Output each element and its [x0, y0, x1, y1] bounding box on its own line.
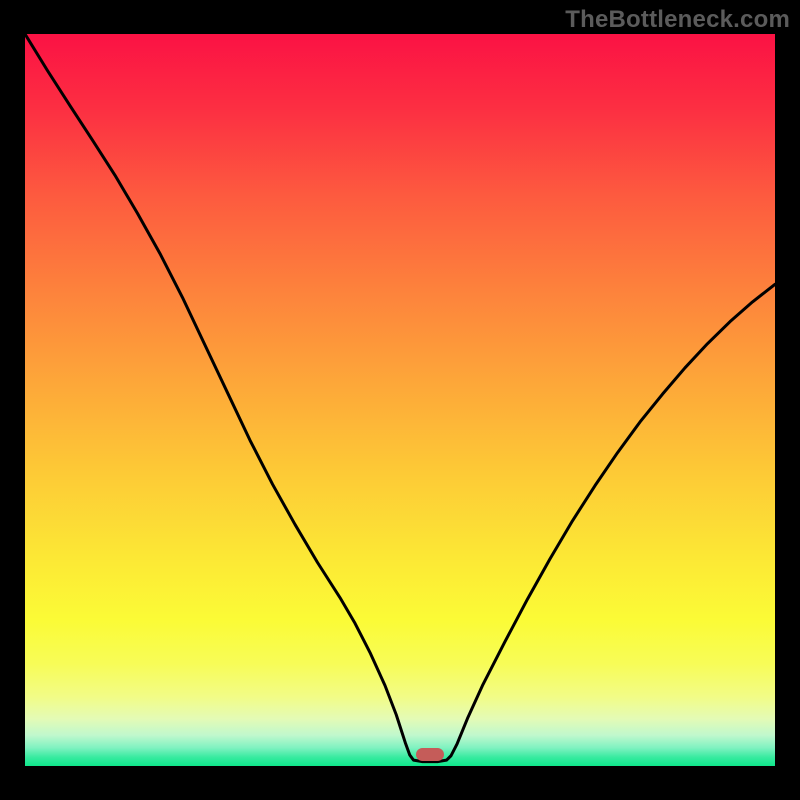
sweet-spot-marker: [416, 748, 444, 760]
bottleneck-curve: [25, 34, 775, 762]
chart-frame: TheBottleneck.com: [0, 0, 800, 800]
watermark-text: TheBottleneck.com: [565, 6, 790, 34]
curve-layer: [25, 34, 775, 766]
plot-area: [25, 34, 775, 766]
